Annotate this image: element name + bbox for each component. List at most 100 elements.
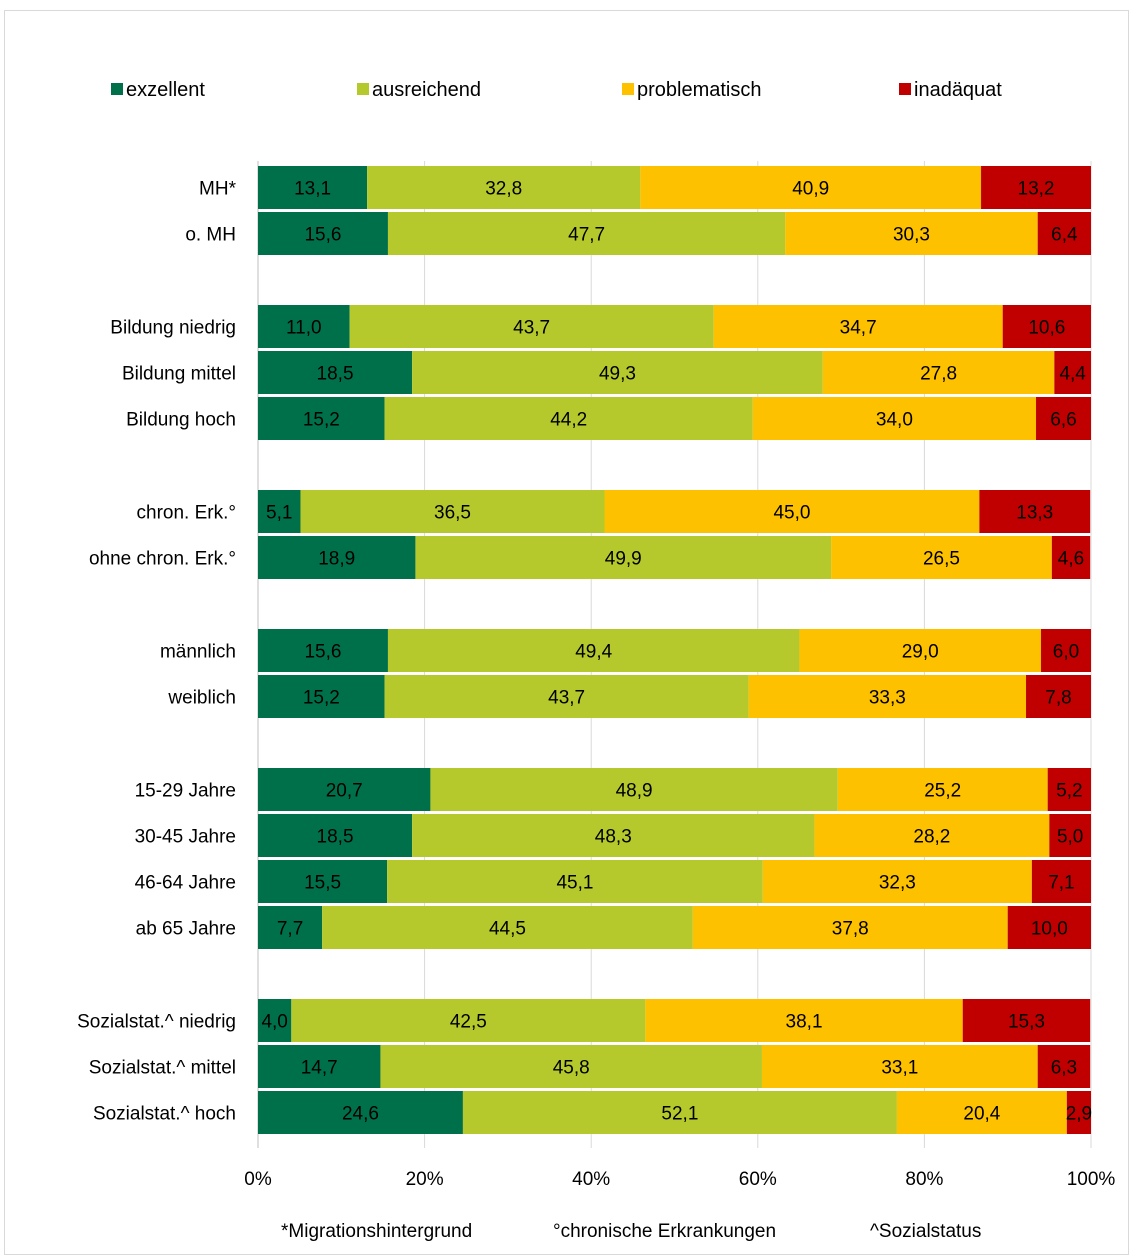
bar-value-label: 18,5 [317, 827, 354, 848]
bar-value-label: 38,1 [786, 1012, 823, 1033]
bar-value-label: 45,8 [553, 1058, 590, 1079]
x-tick-label: 0% [244, 1169, 272, 1190]
bars: 13,1 32,8 40,9 13,2 15,6 47,7 30,3 6,4 11,0 43,7 3… [258, 166, 1092, 1134]
category-label: weiblich [167, 688, 236, 709]
bar-segment-problematisch [799, 629, 1042, 672]
bar-segment-inadäquat [1031, 860, 1091, 903]
category-labels: MH* o. MH Bildung niedrig Bildung mittel Bil… [77, 179, 236, 1125]
x-tick-label: 60% [739, 1169, 777, 1190]
bar-segment-exzellent [258, 629, 388, 672]
bar-value-label: 7,8 [1045, 688, 1071, 709]
bar-segment-exzellent [258, 814, 413, 857]
bar-segment-inadäquat [1007, 906, 1091, 949]
bar-value-label: 13,2 [1018, 179, 1055, 200]
legend-label: ausreichend [372, 79, 481, 101]
bar-value-label: 5,2 [1056, 781, 1082, 802]
bar-value-label: 20,4 [963, 1104, 1000, 1125]
bar-value-label: 10,6 [1028, 318, 1065, 339]
bar-segment-exzellent [258, 351, 413, 394]
bar-segment-exzellent [258, 490, 301, 533]
bar-segment-problematisch [814, 814, 1050, 857]
category-label: ohne chron. Erk.° [89, 549, 236, 570]
bar-segment-exzellent [258, 1045, 381, 1088]
bar-value-label: 24,6 [342, 1104, 379, 1125]
bar-segment-exzellent [258, 1091, 463, 1134]
bar-value-label: 43,7 [513, 318, 550, 339]
bar-segment-exzellent [258, 999, 292, 1042]
bar-value-label: 15,5 [304, 873, 341, 894]
bar-value-label: 11,0 [286, 318, 322, 339]
bar-segment-inadäquat [1049, 814, 1091, 857]
category-label: Sozialstat.^ niedrig [77, 1012, 236, 1033]
chart-frame: 13,1 32,8 40,9 13,2 15,6 47,7 30,3 6,4 11,0 43,7 3… [4, 10, 1129, 1255]
bar-value-label: 4,0 [261, 1012, 287, 1033]
bar-segment-exzellent [258, 768, 431, 811]
bar-value-label: 20,7 [326, 781, 363, 802]
legend-swatch [622, 83, 634, 95]
bar-value-label: 48,3 [595, 827, 632, 848]
footnotes: *Migrationshintergrund °chronische Erkran… [281, 1221, 981, 1242]
bar-segment-ausreichend [322, 906, 693, 949]
bar-value-label: 49,9 [605, 549, 642, 570]
bar-segment-problematisch [762, 860, 1032, 903]
x-tick-label: 100% [1067, 1169, 1116, 1190]
bar-value-label: 36,5 [434, 503, 471, 524]
legend-swatch [899, 83, 911, 95]
category-label: chron. Erk.° [137, 503, 236, 524]
bar-segment-inadäquat [1066, 1091, 1091, 1134]
bar-value-label: 45,0 [773, 503, 810, 524]
bar-segment-problematisch [640, 166, 982, 209]
category-label: Sozialstat.^ hoch [93, 1104, 236, 1125]
bar-value-label: 49,3 [599, 364, 636, 385]
bar-segment-ausreichend [384, 675, 749, 718]
bar-value-label: 45,1 [556, 873, 593, 894]
bar-value-label: 18,9 [318, 549, 355, 570]
bar-value-label: 44,2 [550, 410, 587, 431]
bar-segment-ausreichend [415, 536, 832, 579]
bar-segment-problematisch [748, 675, 1027, 718]
category-label: 15-29 Jahre [135, 781, 236, 802]
bar-segment-exzellent [258, 860, 388, 903]
bar-segment-problematisch [761, 1045, 1038, 1088]
bar-segment-problematisch [896, 1091, 1067, 1134]
category-label: ab 65 Jahre [136, 919, 236, 940]
category-label: Bildung hoch [126, 410, 236, 431]
bar-segment-ausreichend [412, 814, 815, 857]
bar-segment-problematisch [752, 397, 1037, 440]
bar-segment-ausreichend [384, 397, 753, 440]
bar-segment-problematisch [604, 490, 980, 533]
bar-segment-exzellent [258, 675, 385, 718]
bar-segment-ausreichend [462, 1091, 897, 1134]
category-label: Sozialstat.^ mittel [89, 1058, 236, 1079]
bar-value-label: 18,5 [317, 364, 354, 385]
bar-value-label: 33,3 [869, 688, 906, 709]
bar-segment-ausreichend [412, 351, 823, 394]
bar-value-label: 10,0 [1031, 919, 1068, 940]
category-label: 30-45 Jahre [135, 827, 236, 848]
bar-segment-problematisch [645, 999, 963, 1042]
bar-segment-exzellent [258, 536, 416, 579]
category-label: 46-64 Jahre [135, 873, 236, 894]
bar-value-label: 28,2 [913, 827, 950, 848]
bar-segment-ausreichend [349, 305, 714, 348]
bar-segment-problematisch [822, 351, 1055, 394]
bar-segment-inadäquat [981, 166, 1091, 209]
bar-segment-exzellent [258, 397, 385, 440]
bar-segment-exzellent [258, 305, 350, 348]
bar-segment-inadäquat [1041, 629, 1091, 672]
bar-value-label: 32,3 [879, 873, 916, 894]
category-label: o. MH [185, 225, 236, 246]
category-label: Bildung niedrig [110, 318, 236, 339]
bar-value-label: 6,6 [1050, 410, 1076, 431]
legend-label: inadäquat [914, 79, 1002, 101]
bar-value-label: 42,5 [450, 1012, 487, 1033]
x-tick-label: 80% [905, 1169, 943, 1190]
legend: exzellent ausreichend problematisch inadäqu… [111, 79, 1002, 101]
bar-value-label: 32,8 [485, 179, 522, 200]
x-tick-labels: 0% 20% 40% 60% 80% 100% [244, 1169, 1115, 1190]
bar-value-label: 2,9 [1066, 1104, 1092, 1125]
bar-value-label: 13,1 [294, 179, 331, 200]
bar-segment-ausreichend [387, 629, 800, 672]
bar-segment-ausreichend [387, 860, 763, 903]
bar-segment-inadäquat [1054, 351, 1091, 394]
